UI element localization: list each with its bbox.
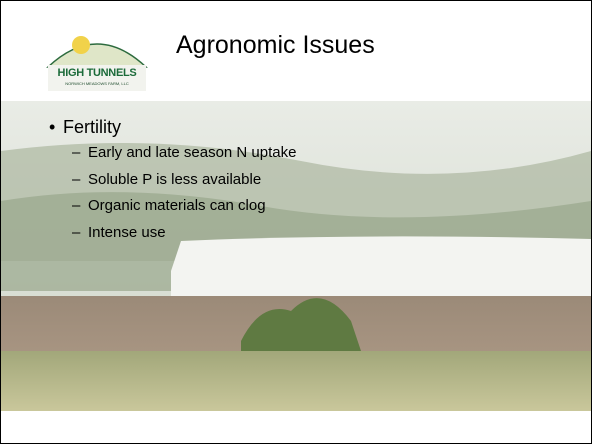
sub-bullet: –Intense use: [72, 223, 296, 250]
bullet-list: •Fertility–Early and late season N uptak…: [49, 117, 296, 249]
logo-name: HIGH TUNNELS: [48, 67, 146, 79]
sub-bullet: –Early and late season N uptake: [72, 143, 296, 170]
bullet-row: •Fertility: [49, 117, 296, 143]
sub-bullet-text: Early and late season N uptake: [88, 144, 296, 161]
bullet-marker: •: [49, 117, 63, 138]
sub-bullet-marker: –: [72, 223, 88, 243]
bullet: •Fertility–Early and late season N uptak…: [49, 117, 296, 249]
sub-bullet: –Soluble P is less available: [72, 170, 296, 197]
sub-bullet-marker: –: [72, 143, 88, 163]
sub-bullet: –Organic materials can clog: [72, 196, 296, 223]
sub-bullet-text: Organic materials can clog: [88, 197, 266, 214]
logo-subtitle: NORWICH MEADOWS FARM, LLC: [45, 81, 149, 86]
bullet-text: Fertility: [63, 117, 121, 137]
sub-list: –Early and late season N uptake–Soluble …: [72, 143, 296, 249]
sub-bullet-marker: –: [72, 170, 88, 190]
slide-title: Agronomic Issues: [176, 31, 375, 60]
sub-bullet-text: Soluble P is less available: [88, 171, 261, 188]
sub-bullet-marker: –: [72, 196, 88, 216]
slide: HIGH TUNNELS NORWICH MEADOWS FARM, LLC A…: [0, 0, 592, 444]
sub-bullet-text: Intense use: [88, 224, 166, 241]
